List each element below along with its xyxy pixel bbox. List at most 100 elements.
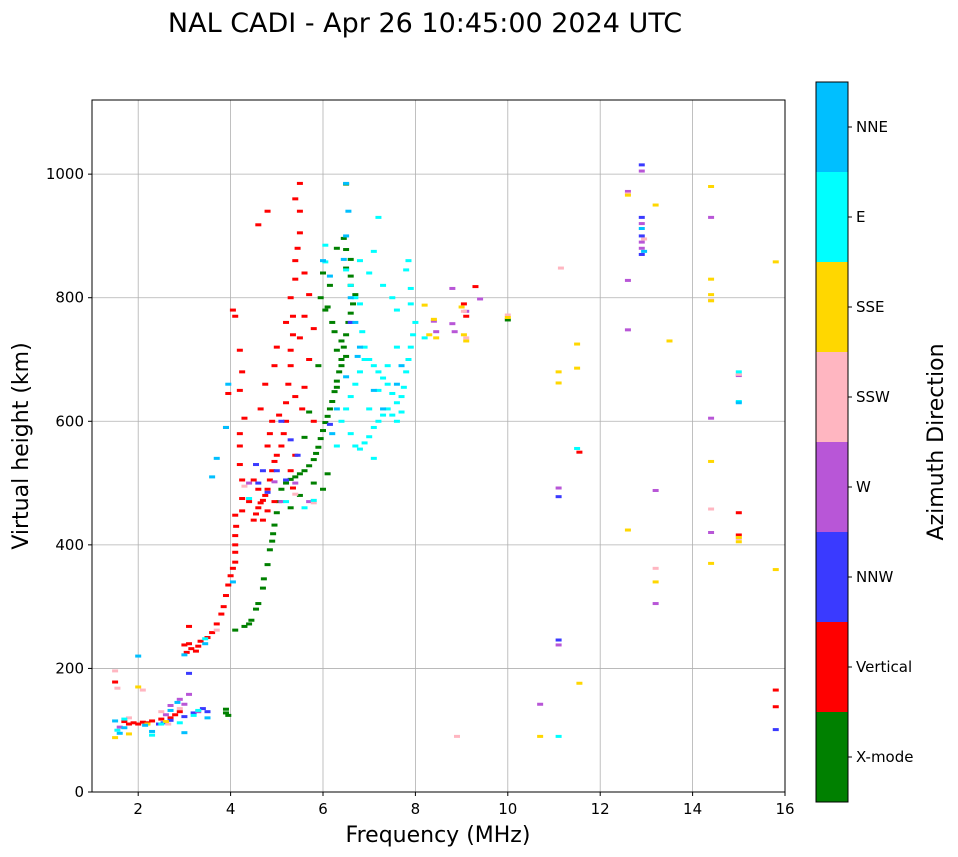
data-point [125,716,132,720]
data-point [356,259,363,263]
data-point [433,330,440,334]
data-point [283,320,290,324]
data-point [162,720,169,724]
data-point [264,487,271,491]
data-point [190,711,197,715]
x-tick-label: 16 [775,800,794,818]
data-point [236,463,243,467]
data-point [370,388,377,392]
data-point [555,486,562,490]
data-point [301,506,308,510]
data-point [652,203,659,207]
data-point [343,266,350,270]
data-point [273,511,280,515]
data-point [326,422,333,426]
data-point [638,246,645,250]
data-point [285,382,292,386]
data-point [271,459,278,463]
data-point [253,463,260,467]
data-point [176,710,183,714]
data-point [537,702,544,706]
data-point [149,729,156,733]
data-point [384,407,391,411]
data-point [666,339,673,343]
y-tick-label: 1000 [46,165,84,183]
data-point [222,707,229,711]
data-point [557,266,564,270]
colorbar-segment [816,172,848,262]
data-point [181,731,188,735]
data-point [340,257,347,261]
data-point [375,370,382,374]
data-point [555,370,562,374]
data-point [158,722,165,726]
data-point [343,333,350,337]
grid-lines [92,100,786,792]
data-point [708,185,715,188]
data-point [320,271,326,275]
data-point [317,437,324,441]
data-point [361,345,368,349]
data-point [421,303,428,307]
data-point [222,425,229,429]
data-point [389,413,396,417]
data-point [239,478,246,482]
data-point [209,475,216,479]
data-point [641,249,648,253]
data-point [352,444,359,448]
data-point [652,580,659,584]
data-point [264,490,271,494]
data-point [638,240,645,244]
x-axis-label: Frequency (MHz) [346,823,531,848]
data-point [333,246,340,250]
data-point [181,643,188,647]
data-point [241,416,248,420]
data-point [192,649,199,653]
data-point [310,498,317,502]
colorbar-segment [816,262,848,352]
data-point [354,354,361,358]
data-point [356,370,363,374]
data-point [186,642,193,646]
data-point [310,458,317,462]
data-point [236,432,243,436]
data-point [239,497,246,501]
data-point [310,327,317,331]
x-tick-label: 10 [498,800,517,818]
data-point [167,716,174,720]
data-point [271,500,278,504]
data-point [292,197,299,201]
y-tick-label: 400 [55,536,84,554]
data-point [296,493,303,497]
data-point [652,566,659,570]
x-tick-label: 14 [683,800,702,818]
data-point [370,456,377,460]
data-point [292,395,299,399]
data-point [624,189,631,193]
data-point [181,702,188,706]
data-point [236,388,243,392]
data-point [197,639,204,643]
data-point [190,713,197,717]
data-point [292,492,299,496]
data-point [299,407,306,411]
colorbar-segment [816,532,848,622]
colorbar-tick-label: NNE [856,118,888,136]
data-point [114,686,121,690]
x-tick-label: 4 [226,800,236,818]
data-point [370,249,377,253]
data-point [708,531,715,534]
data-point [347,432,354,436]
data-point [400,385,407,389]
series-ssw [112,192,742,738]
data-point [222,711,229,715]
data-point [296,209,303,213]
colorbar-segment [816,82,848,172]
data-point [352,296,359,300]
data-point [708,277,715,281]
data-point [504,313,511,317]
data-point [370,364,377,368]
data-point [241,484,248,488]
data-point [239,370,246,374]
data-point [112,680,119,684]
